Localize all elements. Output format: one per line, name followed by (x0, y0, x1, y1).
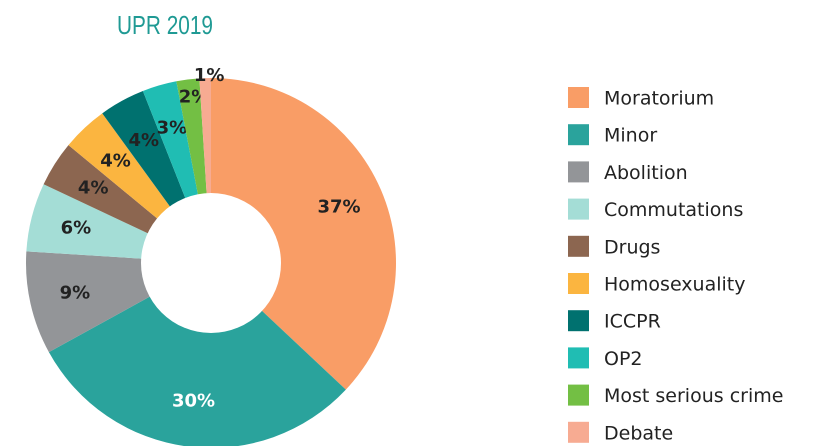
legend-swatch (568, 384, 589, 406)
data-label: 4% (129, 130, 160, 151)
data-label: 1% (194, 65, 225, 86)
legend-label: Homosexuality (604, 274, 745, 296)
pie-slice (211, 78, 396, 390)
data-label: 3% (157, 118, 188, 139)
legend-swatch (568, 124, 589, 146)
legend-label: OP2 (604, 348, 643, 370)
legend-label: Debate (604, 422, 673, 444)
data-label: 9% (60, 282, 91, 303)
legend-swatch (568, 198, 589, 220)
legend-swatch (568, 161, 589, 183)
legend-swatch (568, 347, 589, 369)
legend-swatch (568, 235, 589, 257)
data-label: 6% (61, 217, 92, 238)
legend-label: Abolition (604, 162, 688, 184)
data-label: 4% (78, 177, 109, 198)
legend-swatch (568, 87, 589, 108)
legend-swatch (568, 310, 589, 332)
data-label: 37% (317, 197, 360, 218)
legend-label: Commutations (604, 199, 743, 221)
legend-swatch (568, 421, 589, 443)
legend-label: Moratorium (604, 88, 714, 110)
pie-slice (48, 263, 346, 446)
legend-label: ICCPR (604, 311, 661, 333)
data-label: 4% (100, 150, 131, 171)
legend-label: Most serious crime (604, 385, 783, 407)
legend-label: Drugs (604, 236, 660, 258)
donut-hole (141, 193, 281, 333)
legend-swatch (568, 273, 589, 294)
data-label: 30% (172, 390, 215, 411)
chart-title: UPR 2019 (117, 10, 213, 40)
legend-label: Minor (604, 125, 657, 147)
